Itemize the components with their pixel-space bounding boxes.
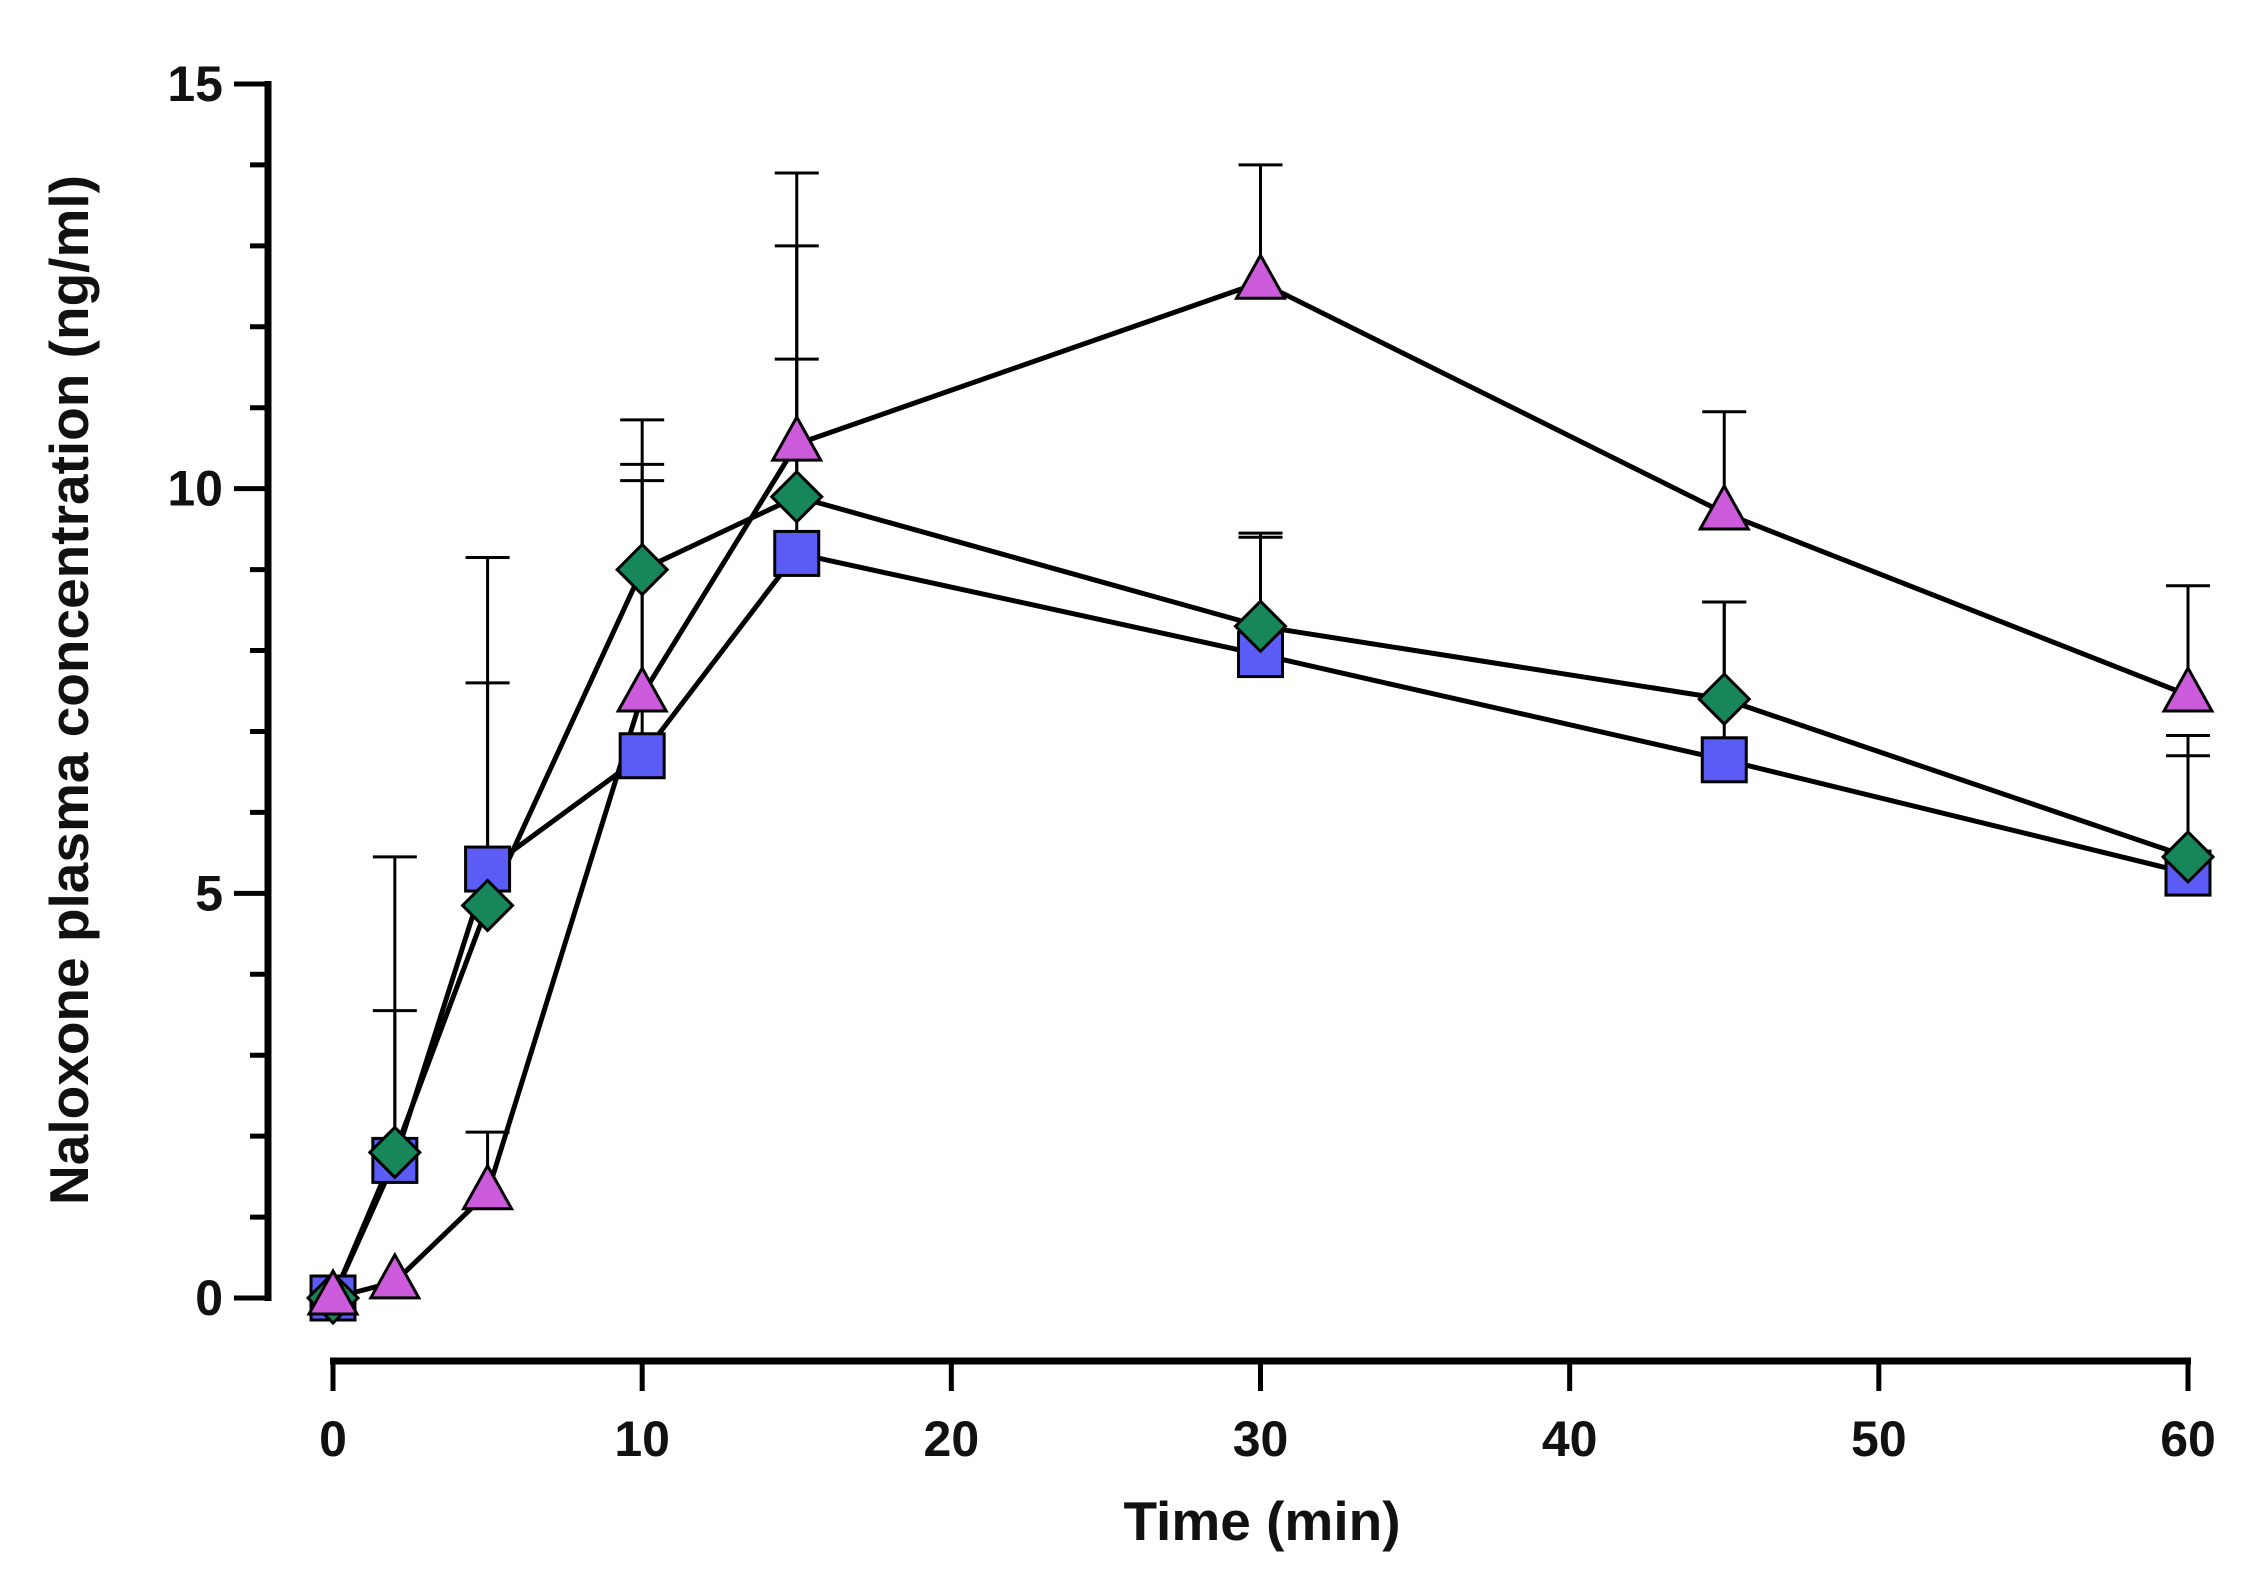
x-ticks: 0 10 20 30 40 50 60 bbox=[319, 1361, 2216, 1467]
x-tick-label: 10 bbox=[614, 1411, 670, 1467]
y-axis-title: Naloxone plasma concentration (ng/ml) bbox=[38, 175, 100, 1205]
y-tick-label: 10 bbox=[167, 461, 223, 517]
data-point-diamond bbox=[367, 1125, 422, 1180]
y-tick-label: 5 bbox=[195, 865, 223, 921]
data-point-triangle bbox=[1233, 252, 1288, 300]
data-point-diamond bbox=[1233, 599, 1288, 654]
y-axis: 0 5 10 15 bbox=[167, 56, 272, 1326]
data-point-triangle bbox=[770, 414, 824, 462]
y-ticks: 0 5 10 15 bbox=[167, 56, 268, 1326]
data-point-triangle bbox=[615, 664, 669, 713]
y-tick-label: 0 bbox=[195, 1270, 223, 1326]
data-point-square bbox=[773, 529, 821, 577]
data-point-triangle bbox=[368, 1251, 422, 1300]
x-tick-label: 30 bbox=[1233, 1411, 1289, 1467]
x-tick-label: 50 bbox=[1851, 1411, 1907, 1467]
data-point-triangle bbox=[2161, 664, 2215, 713]
markers-diamond bbox=[305, 469, 2216, 1326]
data-point-square bbox=[618, 732, 666, 780]
data-point-diamond bbox=[769, 469, 824, 524]
x-axis-title: Time (min) bbox=[1123, 1490, 1400, 1552]
data-point-diamond bbox=[1697, 671, 1752, 727]
y-tick-label: 15 bbox=[167, 56, 223, 112]
x-tick-label: 0 bbox=[319, 1411, 347, 1467]
series-line-diamond bbox=[330, 494, 2189, 1299]
data-point-square bbox=[1700, 736, 1748, 784]
data-point-triangle bbox=[1697, 482, 1751, 531]
data-point-triangle bbox=[306, 1267, 360, 1316]
series-line-triangle bbox=[332, 279, 2189, 1301]
markers-triangle bbox=[306, 252, 2215, 1316]
data-point-diamond bbox=[2160, 829, 2216, 885]
x-axis: 0 10 20 30 40 50 60 bbox=[319, 1357, 2216, 1467]
x-tick-label: 40 bbox=[1542, 1411, 1598, 1467]
data-point-diamond bbox=[615, 542, 670, 597]
data-point-diamond bbox=[460, 878, 515, 933]
x-tick-label: 60 bbox=[2160, 1411, 2216, 1467]
x-tick-label: 20 bbox=[924, 1411, 980, 1467]
data-point-triangle bbox=[461, 1162, 515, 1211]
series-layer bbox=[305, 163, 2216, 1326]
